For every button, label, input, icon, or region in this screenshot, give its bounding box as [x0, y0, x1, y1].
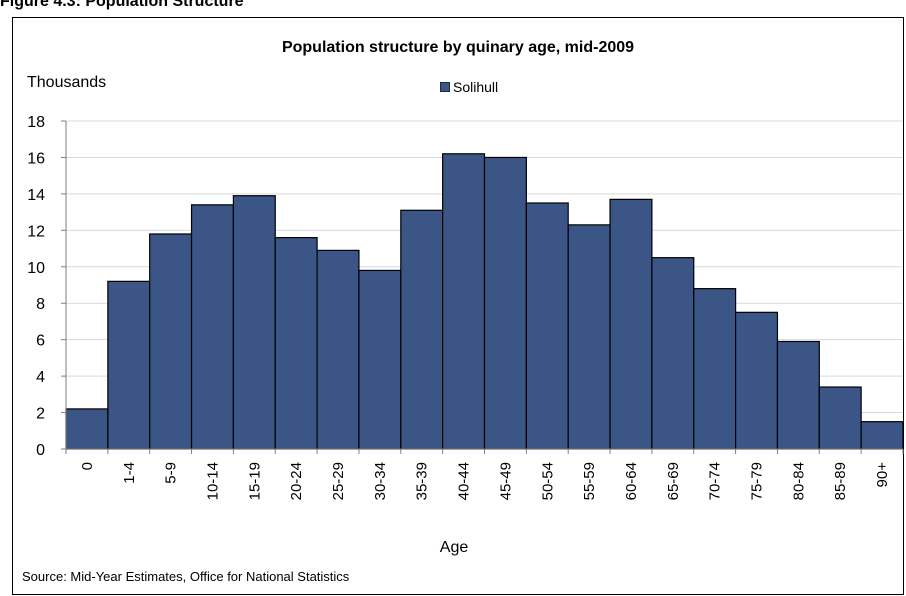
bar-65-69 — [651, 257, 695, 450]
bar-35-39 — [400, 209, 444, 450]
x-tick-label: 15-19 — [246, 462, 263, 500]
y-tick-label: 4 — [36, 369, 45, 386]
bar-40-44 — [442, 153, 486, 450]
y-tick-label: 0 — [36, 442, 45, 459]
bar-15-19 — [232, 195, 276, 450]
x-tick-label: 10-14 — [204, 462, 221, 500]
x-tick-label: 80-84 — [790, 462, 807, 500]
bar-50-54 — [525, 202, 569, 450]
x-tick-label: 35-39 — [414, 462, 431, 500]
x-tick-label: 20-24 — [288, 462, 305, 500]
axes — [61, 120, 904, 454]
legend-label: Solihull — [453, 79, 499, 95]
chart-title: Population structure by quinary age, mid… — [281, 39, 635, 56]
x-tick-label: 90+ — [874, 462, 891, 488]
y-tick-label: 2 — [36, 406, 45, 423]
y-tick-label: 18 — [27, 114, 45, 131]
bar-85-89 — [818, 386, 862, 450]
y-tick-label: 8 — [36, 296, 45, 313]
bar-5-9 — [149, 233, 193, 450]
x-tick-label: 25-29 — [330, 462, 347, 500]
bar-80-84 — [776, 340, 820, 450]
x-tick-labels: 0 1-4 5-9 10-14 15-19 20-24 25-29 30-34 35-39 40-… — [79, 462, 891, 501]
legend: Solihull — [440, 79, 498, 95]
bar-20-24 — [274, 237, 318, 450]
bar-45-49 — [483, 156, 527, 450]
x-tick-label: 40-44 — [456, 462, 473, 500]
x-tick-label: 60-64 — [623, 462, 640, 500]
bar-75-79 — [734, 311, 779, 450]
x-tick-label: 50-54 — [539, 462, 556, 500]
x-tick-label: 75-79 — [749, 462, 766, 500]
x-tick-label: 45-49 — [497, 462, 514, 500]
y-tick-label: 12 — [27, 223, 45, 240]
figure-heading: Figure 4.3: Population Structure — [0, 0, 244, 10]
bar-0 — [65, 408, 109, 450]
x-tick-label: 30-34 — [372, 462, 389, 500]
bars — [65, 153, 904, 450]
bar-25-29 — [316, 249, 360, 450]
legend-swatch — [440, 82, 450, 92]
bar-70-74 — [693, 288, 737, 450]
x-tick-label: 1-4 — [121, 462, 138, 484]
bar-60-64 — [609, 198, 653, 450]
x-axis-label: Age — [440, 539, 469, 556]
bar-10-14 — [190, 204, 235, 450]
y-tick-label: 6 — [36, 333, 45, 350]
bar-30-34 — [358, 269, 402, 450]
x-tick-label: 85-89 — [832, 462, 849, 500]
y-tick-labels: 0 2 4 6 8 10 12 14 16 18 — [27, 114, 45, 459]
x-tick-label: 65-69 — [665, 462, 682, 500]
bar-1-4 — [107, 280, 151, 450]
y-tick-label: 14 — [27, 187, 45, 204]
x-tick-label: 70-74 — [707, 462, 724, 500]
bar-55-59 — [567, 224, 611, 450]
y-axis-units-label: Thousands — [27, 74, 107, 91]
y-tick-label: 16 — [27, 150, 45, 167]
source-note: Source: Mid-Year Estimates, Office for N… — [22, 569, 350, 584]
x-tick-label: 5-9 — [163, 462, 180, 484]
x-tick-label: 0 — [79, 462, 96, 470]
bar-90+ — [860, 421, 904, 450]
x-tick-label: 55-59 — [581, 462, 598, 500]
y-tick-label: 10 — [27, 260, 45, 277]
